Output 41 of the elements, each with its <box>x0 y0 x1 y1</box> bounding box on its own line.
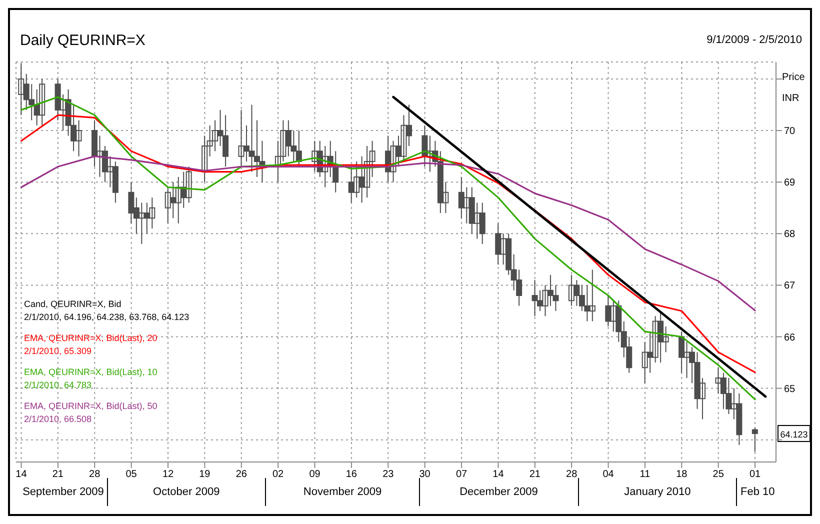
y-axis-title: Price INR <box>782 72 806 104</box>
y-tick-label: 68 <box>784 229 796 240</box>
x-tick-label: 18 <box>676 469 688 480</box>
text: EMA, QEURINR=X, Bid(Last), 10 2/1/2010, 64.783 <box>24 366 158 392</box>
x-tick-label: 16 <box>346 469 358 480</box>
y-tick-label: 69 <box>784 178 796 189</box>
x-tick-label: 30 <box>419 469 431 480</box>
x-tick-label: 28 <box>566 469 578 480</box>
x-tick-label: 02 <box>272 469 284 480</box>
x-tick-label: 23 <box>382 469 394 480</box>
x-tick-label: 11 <box>640 469 651 480</box>
x-tick-label: 21 <box>52 469 64 480</box>
chart-title: Daily QEURINR=X <box>20 32 146 49</box>
text: Feb 10 <box>740 486 775 498</box>
annotation: 64.123 <box>780 429 808 440</box>
legend-title: Cand, QEURINR=X, Bid 2/1/2010, 64.196, 64.238, 63.768, 64.123 <box>24 298 190 324</box>
y-tick-label: 66 <box>784 332 796 344</box>
x-tick-label: 09 <box>309 469 321 480</box>
x-tick-label: 26 <box>236 469 248 480</box>
text: EMA, QEURINR=X, Bid(Last), 50 2/1/2010, 66.508 <box>24 400 158 426</box>
x-tick-label: 14 <box>492 469 504 480</box>
x-tick-label: 14 <box>16 469 28 480</box>
x-tick-label: 05 <box>126 469 138 480</box>
x-tick-label: 07 <box>456 469 468 480</box>
x-tick-label: 21 <box>529 469 541 480</box>
y-tick-label: 67 <box>784 280 796 292</box>
x-tick-label: 01 <box>749 469 762 480</box>
y-tick-label: 65 <box>784 384 796 395</box>
y-tick-label: 70 <box>784 126 796 138</box>
text: October 2009 <box>153 486 220 498</box>
text: January 2010 <box>624 486 691 498</box>
x-tick-label: 19 <box>199 469 211 480</box>
x-tick-label: 28 <box>89 469 101 480</box>
text: November 2009 <box>303 486 382 498</box>
chart-subtitle: 9/1/2009 - 2/5/2010 <box>706 34 802 46</box>
text: December 2009 <box>460 486 538 498</box>
x-tick-label: 04 <box>602 469 614 480</box>
text: September 2009 <box>22 486 104 498</box>
text: EMA, QEURINR=X, Bid(Last), 20 2/1/2010, 65.309 <box>24 332 158 358</box>
x-tick-label: 25 <box>712 469 724 480</box>
x-tick-label: 12 <box>162 469 174 480</box>
